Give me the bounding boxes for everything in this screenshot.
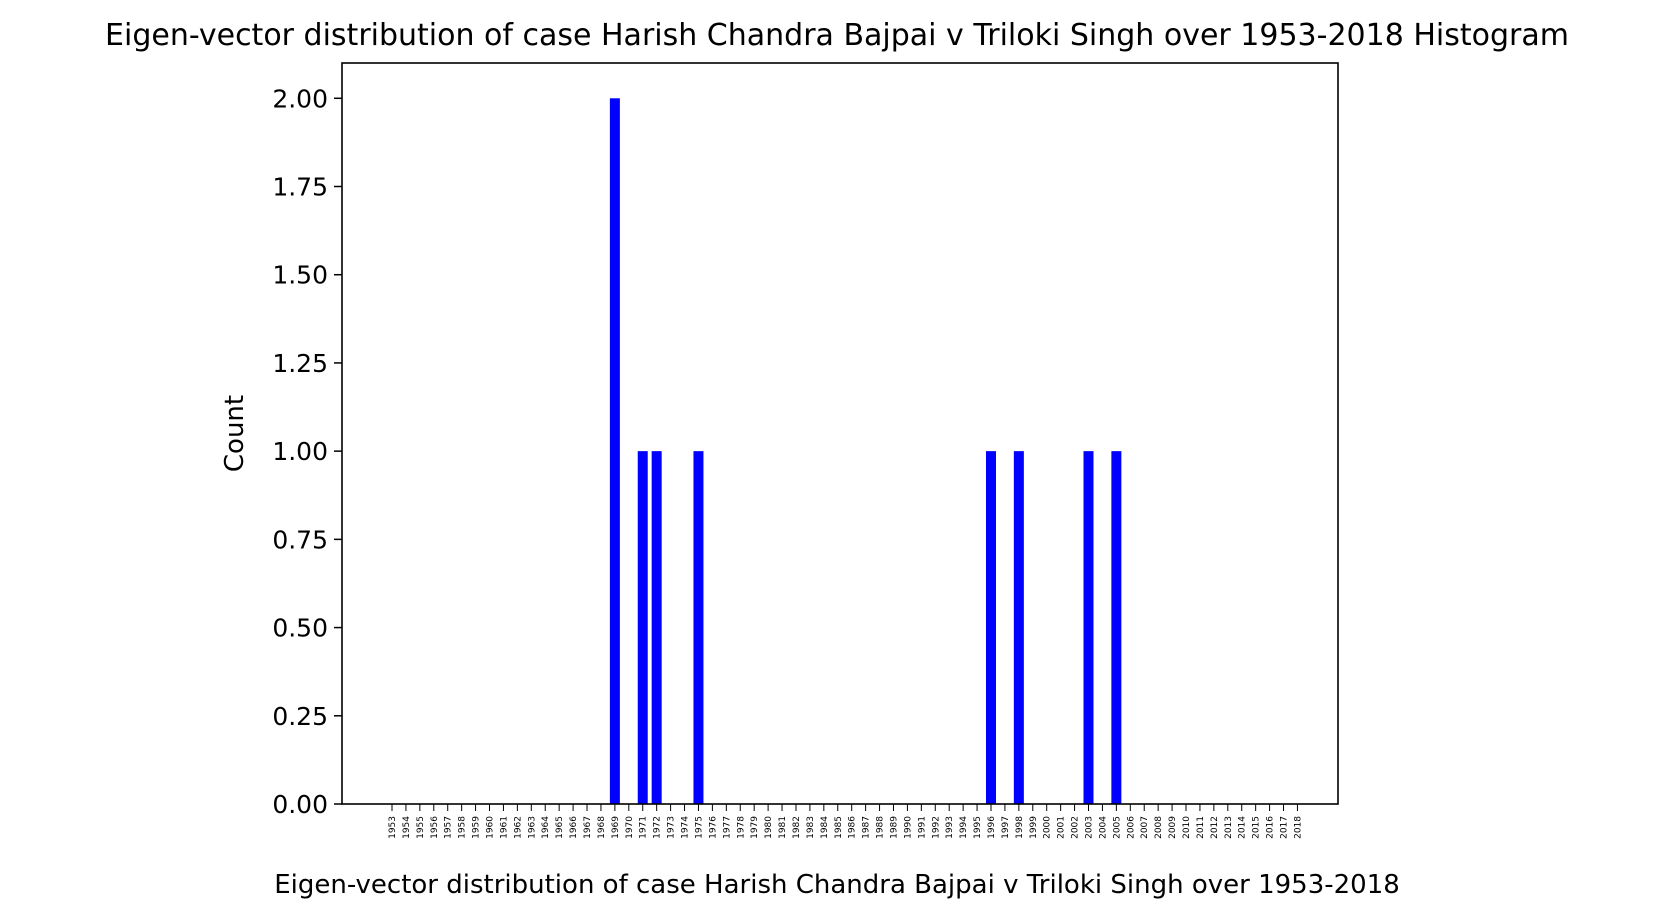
x-tick-label: 2012 <box>1210 816 1220 839</box>
x-tick-label: 1963 <box>527 816 537 839</box>
x-tick-label: 1992 <box>931 816 941 839</box>
x-tick-label: 1986 <box>848 816 858 839</box>
bar-1996 <box>985 451 996 804</box>
x-tick-label: 1994 <box>959 816 969 839</box>
x-tick-label: 1955 <box>416 816 426 839</box>
x-axis: 1953 1954 1955 1956 1957 1958 1959 1960 1961 1962… <box>388 804 1303 839</box>
bar-1971 <box>637 451 648 804</box>
x-tick-label: 1974 <box>681 816 691 839</box>
x-tick-label: 1991 <box>917 816 927 839</box>
x-tick-label: 2000 <box>1043 816 1053 839</box>
y-tick-label: 1.25 <box>272 349 328 378</box>
x-tick-label: 2010 <box>1182 816 1192 839</box>
x-axis-label: Eigen-vector distribution of case Harish… <box>274 870 1400 900</box>
x-tick-label: 1956 <box>430 816 440 839</box>
x-tick-label: 2009 <box>1168 816 1178 839</box>
x-tick-label: 1969 <box>611 816 621 839</box>
y-tick-label: 0.50 <box>272 614 328 643</box>
x-tick-label: 1975 <box>694 816 704 839</box>
bar-1975 <box>693 451 704 804</box>
x-tick-label: 2001 <box>1057 816 1067 839</box>
x-tick-label: 1995 <box>973 816 983 839</box>
bar-1969 <box>609 98 620 805</box>
x-tick-label: 1964 <box>541 816 551 839</box>
x-tick-label: 1983 <box>806 816 816 839</box>
x-tick-label: 1998 <box>1015 816 1025 839</box>
x-tick-label: 2006 <box>1126 816 1136 839</box>
x-tick-label: 1984 <box>820 816 830 839</box>
x-tick-label: 1965 <box>555 816 565 839</box>
x-tick-label: 2005 <box>1112 816 1122 839</box>
x-tick-label: 2016 <box>1266 816 1276 839</box>
x-tick-label: 2004 <box>1098 816 1108 839</box>
bar-1998 <box>1013 451 1024 804</box>
x-tick-label: 1996 <box>987 816 997 839</box>
x-tick-label: 2017 <box>1280 816 1290 839</box>
x-tick-label: 2018 <box>1293 816 1303 839</box>
x-tick-label: 1957 <box>444 816 454 839</box>
plot-frame <box>341 62 1339 805</box>
x-tick-label: 1967 <box>583 816 593 839</box>
x-tick-label: 1980 <box>764 816 774 839</box>
x-tick-label: 1987 <box>862 816 872 839</box>
x-tick-label: 2008 <box>1154 816 1164 839</box>
x-tick-label: 1962 <box>513 816 523 839</box>
chart-title: Eigen-vector distribution of case Harish… <box>105 18 1569 53</box>
x-tick-label: 1990 <box>903 816 913 839</box>
x-tick-label: 2007 <box>1140 816 1150 839</box>
x-tick-label: 2013 <box>1224 816 1234 839</box>
x-tick-label: 1978 <box>736 816 746 839</box>
x-tick-label: 1953 <box>388 816 398 839</box>
bar-1972 <box>651 451 662 804</box>
x-tick-label: 1982 <box>792 816 802 839</box>
x-tick-label: 1973 <box>667 816 677 839</box>
x-tick-label: 1977 <box>722 816 732 839</box>
y-tick-label: 1.00 <box>272 437 328 466</box>
x-tick-label: 1972 <box>653 816 663 839</box>
x-tick-label: 2011 <box>1196 816 1206 839</box>
x-tick-label: 2003 <box>1085 816 1095 839</box>
x-tick-label: 1966 <box>569 816 579 839</box>
x-tick-label: 1979 <box>750 816 760 839</box>
x-tick-label: 1971 <box>639 816 649 839</box>
x-tick-label: 1999 <box>1029 816 1039 839</box>
x-tick-label: 1997 <box>1001 816 1011 839</box>
x-tick-label: 1970 <box>625 816 635 839</box>
x-tick-label: 1985 <box>834 816 844 839</box>
x-tick-label: 1954 <box>402 816 412 839</box>
x-tick-label: 2014 <box>1238 816 1248 839</box>
x-tick-label: 1968 <box>597 816 607 839</box>
x-tick-label: 1961 <box>499 816 509 839</box>
x-tick-label: 2002 <box>1071 816 1081 839</box>
x-tick-label: 1988 <box>876 816 886 839</box>
bar-2005 <box>1111 451 1122 804</box>
x-tick-label: 1989 <box>889 816 899 839</box>
x-tick-label: 2015 <box>1252 816 1262 839</box>
y-tick-label: 1.75 <box>272 173 328 202</box>
y-tick-label: 1.50 <box>272 261 328 290</box>
y-tick-label: 0.25 <box>272 702 328 731</box>
bar-2003 <box>1083 451 1094 804</box>
x-tick-label: 1960 <box>486 816 496 839</box>
bars-group <box>609 98 1122 805</box>
x-tick-label: 1976 <box>708 816 718 839</box>
x-tick-label: 1981 <box>778 816 788 839</box>
x-tick-label: 1993 <box>945 816 955 839</box>
y-axis: 0.00 0.25 0.50 0.75 1.00 1.25 1.50 1.75 2.00 <box>272 84 342 819</box>
y-axis-label: Count <box>220 395 250 472</box>
x-tick-label: 1958 <box>458 816 468 839</box>
x-tick-label: 1959 <box>472 816 482 839</box>
y-tick-label: 0.00 <box>272 790 328 819</box>
y-tick-label: 0.75 <box>272 525 328 554</box>
y-tick-label: 2.00 <box>272 84 328 113</box>
